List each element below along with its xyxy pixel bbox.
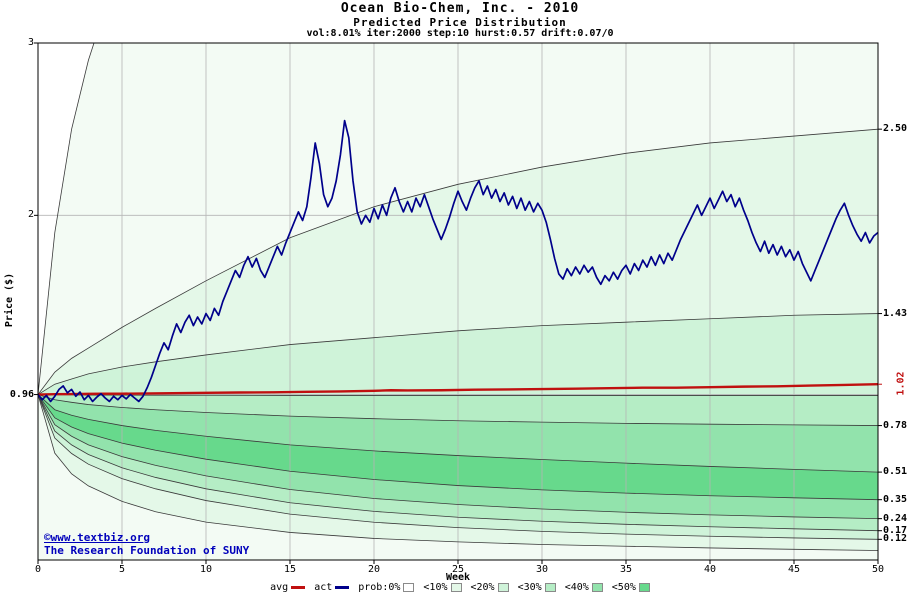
quantile-line-q_078 <box>38 394 878 426</box>
legend-label: avg <box>270 582 289 593</box>
data-series <box>38 119 878 403</box>
quantile-boundary-lines <box>38 43 878 551</box>
y-axis-title: Price ($) <box>4 272 15 328</box>
x-tick-label: 50 <box>871 564 885 575</box>
quantile-line-q_250 <box>38 128 878 395</box>
quantile-line-q_035 <box>38 394 878 501</box>
simulation-params: vol:8.01% iter:2000 step:10 hurst:0.57 d… <box>306 28 614 39</box>
legend-label: <10% <box>423 582 448 593</box>
quantile-line-q_143 <box>38 313 878 395</box>
quantile-line-max_env <box>38 43 95 395</box>
chart-subtitle: Predicted Price Distribution <box>353 16 567 29</box>
legend-color-swatch <box>544 583 556 592</box>
x-tick-label: 45 <box>787 564 801 575</box>
quantile-end-value-label: 0.78 <box>883 419 908 431</box>
quantile-end-value-label: 1.43 <box>883 307 908 319</box>
quantile-end-value-label: 0.35 <box>883 493 908 505</box>
x-tick-label: 25 <box>451 564 465 575</box>
quantile-line-q_024 <box>38 394 878 520</box>
legend-item-<20%: <20% <box>471 582 509 593</box>
quantile-end-value-label: 2.50 <box>883 123 908 135</box>
y-tick-label: 0.96 <box>9 388 34 400</box>
legend-label: <40% <box>564 582 589 593</box>
suny-foundation-text: The Research Foundation of SUNY <box>44 544 250 557</box>
avg-end-value-label: 1.02 <box>895 371 907 396</box>
footer-credits: ©www.textbiz.org The Research Foundation… <box>44 531 249 557</box>
quantile-end-value-label: 0.17 <box>883 524 908 536</box>
x-tick-label: 35 <box>619 564 633 575</box>
legend-label: <20% <box>470 582 495 593</box>
quantile-line-min_env <box>38 394 878 551</box>
quantile-end-value-label: 0.24 <box>883 512 908 524</box>
x-tick-label: 0 <box>34 564 42 575</box>
y-tick-label: 3 <box>27 37 34 48</box>
band-prob:0% <box>38 43 878 395</box>
quantile-end-value-label: 0.51 <box>883 466 908 478</box>
quantile-line-q_012 <box>38 394 878 540</box>
quantile-end-value-label: 0.12 <box>883 533 908 545</box>
legend-label: prob:0% <box>358 582 401 593</box>
axis-ticks <box>34 42 882 564</box>
y-tick-label: 2 <box>27 209 34 221</box>
legend-color-swatch <box>403 583 415 592</box>
legend-label: act <box>314 582 333 593</box>
legend-color-swatch <box>450 583 462 592</box>
legend-item-prob:0%: prob:0% <box>358 582 415 593</box>
band-<20% <box>38 394 878 540</box>
legend-label: <50% <box>611 582 636 593</box>
series-avg <box>38 383 878 396</box>
legend-item-<40%: <40% <box>565 582 603 593</box>
x-tick-label: 40 <box>703 564 717 575</box>
x-tick-label: 30 <box>535 564 549 575</box>
legend-label: <30% <box>517 582 542 593</box>
legend-line-swatch <box>335 586 350 589</box>
legend-line-swatch <box>291 586 306 589</box>
legend-item-act: act <box>314 582 350 593</box>
legend-color-swatch <box>638 583 650 592</box>
chart-legend: avg act prob:0% <10% <20% <30% <40% <50% <box>0 582 920 593</box>
x-tick-label: 15 <box>283 564 297 575</box>
legend-item-<30%: <30% <box>518 582 556 593</box>
x-tick-label: 5 <box>118 564 126 575</box>
quantile-line-q_051 <box>38 394 878 473</box>
gridlines <box>38 43 878 560</box>
band-<50% <box>38 394 878 500</box>
textbiz-link[interactable]: ©www.textbiz.org <box>44 531 150 544</box>
legend-color-swatch <box>497 583 509 592</box>
x-tick-label: 20 <box>367 564 381 575</box>
series-act <box>38 119 878 403</box>
legend-item-<50%: <50% <box>612 582 650 593</box>
band-<10% <box>38 394 878 551</box>
legend-item-<10%: <10% <box>423 582 462 593</box>
quantile-line-q_017 <box>38 394 878 532</box>
legend-color-swatch <box>591 583 603 592</box>
x-axis-title: Week <box>445 572 471 583</box>
x-tick-label: 10 <box>199 564 213 575</box>
legend-item-avg: avg <box>270 582 306 593</box>
chart-title: Ocean Bio-Chem, Inc. - 2010 <box>340 1 580 16</box>
